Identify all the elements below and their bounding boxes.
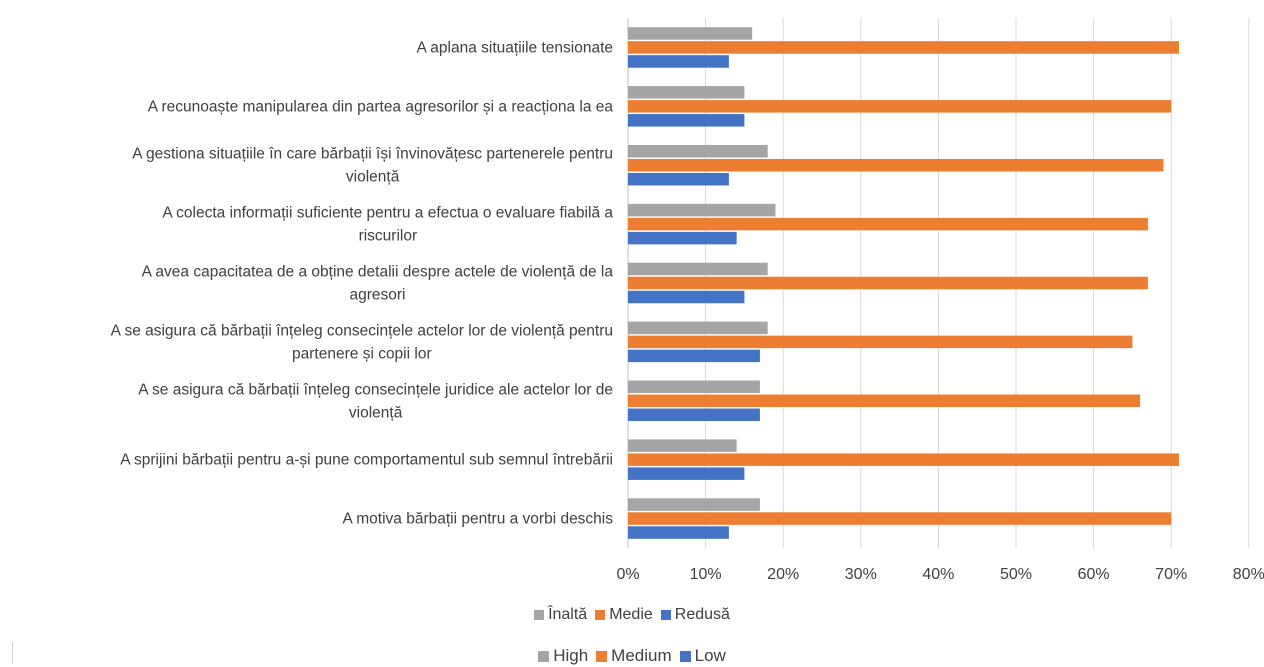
category-label: A se asigura că bărbații înțeleg conseci… [138, 381, 613, 398]
category-label: A gestiona situațiile în care bărbații î… [132, 146, 613, 163]
category-label: A recunoaște manipularea din partea agre… [148, 98, 614, 115]
bar-low [628, 55, 729, 68]
legend-item: High [538, 646, 588, 666]
x-tick-label: 10% [690, 566, 722, 583]
legend-swatch [596, 650, 608, 662]
bar-high [628, 86, 745, 99]
bar-medium [628, 276, 1148, 290]
legend-item: Înaltă [534, 606, 587, 624]
bar-medium [628, 100, 1172, 113]
category-label: riscurilor [359, 228, 418, 245]
x-tick-labels: 0% 10% 20% 30% 40% 50% 60% 70% 80% [616, 566, 1264, 583]
bar-low [628, 290, 745, 304]
category-label: A motiva bărbații pentru a vorbi deschis [342, 511, 613, 528]
x-tick-label: 50% [1000, 566, 1032, 583]
legend-item: Medium [596, 646, 672, 666]
bar-medium [628, 335, 1133, 349]
category-label: A colecta informații suficiente pentru a… [162, 205, 613, 222]
category-label: violență [346, 169, 400, 186]
category-label: A aplana situațiile tensionate [417, 39, 613, 56]
legend-label: Redusă [674, 606, 730, 623]
x-tick-label: 60% [1078, 566, 1110, 583]
bar-chart: A aplana situațiile tensionate A recunoaș… [111, 18, 1264, 583]
bar-low [628, 408, 760, 422]
legend-swatch [538, 650, 550, 662]
bar-medium [628, 158, 1164, 172]
legend-swatch [660, 610, 671, 620]
bar-high [628, 262, 768, 276]
edge-divider [12, 642, 13, 664]
bar-medium [628, 512, 1172, 525]
bar-high [628, 203, 776, 217]
category-label: partenere și copii lor [292, 345, 432, 362]
bar-high [628, 144, 768, 158]
bar-low [628, 172, 729, 186]
category-label: A se asigura că bărbații înțeleg conseci… [111, 322, 613, 339]
bar-high [628, 439, 737, 452]
category-label: A avea capacitatea de a obține detalii d… [142, 264, 614, 281]
bar-medium [628, 453, 1179, 466]
x-tick-label: 40% [922, 566, 954, 583]
legend: Înaltă Medie Redusă [0, 606, 1264, 624]
legend-swatch [534, 610, 545, 620]
legend-label: Înaltă [548, 606, 588, 623]
bar-high [628, 321, 768, 335]
bar-low [628, 114, 745, 127]
legend-label: Medie [609, 606, 653, 623]
bar-low [628, 526, 729, 539]
x-tick-label: 0% [616, 566, 639, 583]
bar-high [628, 27, 753, 40]
legend-label: Low [694, 646, 726, 665]
bar-medium [628, 217, 1148, 231]
legend-item: Medie [595, 606, 653, 624]
legend-item: Low [679, 646, 726, 666]
legend-item: Redusă [660, 606, 730, 624]
bar-low [628, 467, 745, 480]
legend-label: High [553, 646, 589, 665]
x-tick-label: 30% [845, 566, 877, 583]
bar-low [628, 231, 737, 245]
category-labels: A aplana situațiile tensionate A recunoaș… [111, 39, 614, 527]
category-label: violență [349, 404, 403, 421]
bar-high [628, 498, 760, 511]
x-tick-label: 20% [767, 566, 799, 583]
x-tick-label: 70% [1155, 566, 1187, 583]
legend-label: Medium [611, 646, 672, 665]
legend-swatch [679, 650, 691, 662]
bar-medium [628, 394, 1141, 408]
category-label: A sprijini bărbații pentru a-și pune com… [120, 452, 613, 469]
bar-high [628, 380, 760, 394]
legend-english: High Medium Low [0, 646, 1264, 666]
legend-swatch [595, 610, 606, 620]
bar-low [628, 349, 760, 363]
bar-medium [628, 41, 1179, 54]
bar-marks [628, 27, 1179, 539]
x-tick-label: 80% [1233, 566, 1264, 583]
category-label: agresori [349, 287, 405, 304]
